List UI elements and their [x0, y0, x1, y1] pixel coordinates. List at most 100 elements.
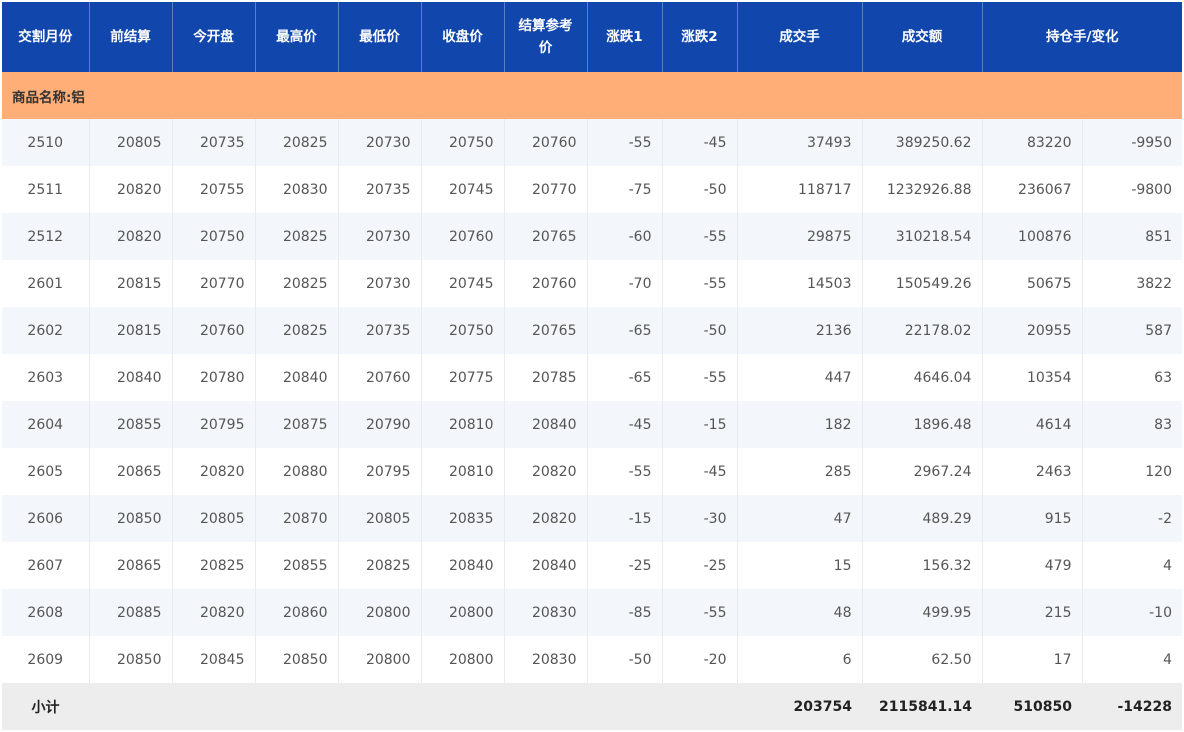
- cell-change1: -55: [587, 119, 663, 166]
- cell-change1: -25: [587, 542, 663, 589]
- cell-change1: -65: [587, 307, 663, 354]
- table-row: 2604 20855 20795 20875 20790 20810 20840 -45 -15…: [2, 401, 1182, 448]
- cell-open: 20780: [172, 354, 256, 401]
- cell-change1: -45: [587, 401, 663, 448]
- table-row: 2601 20815 20770 20825 20730 20745 20760 -70 -55…: [2, 260, 1182, 307]
- cell-oi-change: 63: [1082, 354, 1182, 401]
- cell-prev-settle: 20865: [89, 448, 173, 495]
- cell-high: 20825: [255, 260, 339, 307]
- cell-delivery-month: 2608: [2, 589, 90, 636]
- cell-volume: 118717: [737, 166, 863, 213]
- cell-oi-change: 120: [1082, 448, 1182, 495]
- cell-open: 20770: [172, 260, 256, 307]
- cell-open-interest: 915: [982, 495, 1083, 542]
- cell-close: 20800: [421, 636, 505, 683]
- cell-settle-ref: 20820: [504, 495, 588, 542]
- cell-volume: 37493: [737, 119, 863, 166]
- cell-settle-ref: 20760: [504, 119, 588, 166]
- cell-change2: -55: [662, 213, 738, 260]
- cell-turnover: 2967.24: [862, 448, 983, 495]
- cell-delivery-month: 2609: [2, 636, 90, 683]
- cell-open: 20750: [172, 213, 256, 260]
- cell-low: 20795: [338, 448, 422, 495]
- cell-high: 20855: [255, 542, 339, 589]
- cell-change1: -60: [587, 213, 663, 260]
- cell-change2: -25: [662, 542, 738, 589]
- cell-open-interest: 215: [982, 589, 1083, 636]
- cell-low: 20790: [338, 401, 422, 448]
- cell-low: 20730: [338, 213, 422, 260]
- cell-settle-ref: 20760: [504, 260, 588, 307]
- cell-prev-settle: 20840: [89, 354, 173, 401]
- cell-volume: 2136: [737, 307, 863, 354]
- cell-change1: -75: [587, 166, 663, 213]
- table-row: 2607 20865 20825 20855 20825 20840 20840 -25 -25…: [2, 542, 1182, 589]
- column-header-high: 最高价: [255, 2, 339, 72]
- subtotal-open-interest: 510850: [982, 683, 1082, 730]
- column-header-prev-settle: 前结算: [89, 2, 173, 72]
- cell-turnover: 310218.54: [862, 213, 983, 260]
- cell-prev-settle: 20850: [89, 495, 173, 542]
- cell-change1: -85: [587, 589, 663, 636]
- cell-change1: -15: [587, 495, 663, 542]
- subtotal-turnover: 2115841.14: [862, 683, 982, 730]
- cell-volume: 285: [737, 448, 863, 495]
- cell-high: 20860: [255, 589, 339, 636]
- cell-volume: 29875: [737, 213, 863, 260]
- cell-turnover: 389250.62: [862, 119, 983, 166]
- column-header-low: 最低价: [338, 2, 422, 72]
- cell-low: 20760: [338, 354, 422, 401]
- cell-open: 20825: [172, 542, 256, 589]
- cell-low: 20825: [338, 542, 422, 589]
- cell-change1: -55: [587, 448, 663, 495]
- cell-change2: -55: [662, 589, 738, 636]
- cell-low: 20735: [338, 307, 422, 354]
- cell-turnover: 156.32: [862, 542, 983, 589]
- column-header-change1: 涨跌1: [587, 2, 663, 72]
- cell-change2: -55: [662, 354, 738, 401]
- column-header-open: 今开盘: [172, 2, 256, 72]
- cell-change2: -50: [662, 307, 738, 354]
- cell-turnover: 489.29: [862, 495, 983, 542]
- cell-settle-ref: 20770: [504, 166, 588, 213]
- subtotal-row: 小计 203754 2115841.14 510850 -14228: [2, 683, 1182, 730]
- cell-volume: 14503: [737, 260, 863, 307]
- cell-delivery-month: 2601: [2, 260, 90, 307]
- cell-close: 20810: [421, 448, 505, 495]
- table-row: 2511 20820 20755 20830 20735 20745 20770 -75 -50…: [2, 166, 1182, 213]
- cell-oi-change: -10: [1082, 589, 1182, 636]
- cell-settle-ref: 20785: [504, 354, 588, 401]
- cell-close: 20760: [421, 213, 505, 260]
- cell-turnover: 1896.48: [862, 401, 983, 448]
- column-header-turnover: 成交额: [862, 2, 983, 72]
- cell-change2: -15: [662, 401, 738, 448]
- table-row: 2603 20840 20780 20840 20760 20775 20785 -65 -55…: [2, 354, 1182, 401]
- cell-open: 20820: [172, 589, 256, 636]
- cell-settle-ref: 20820: [504, 448, 588, 495]
- column-header-open-interest: 持仓手/变化: [982, 2, 1182, 72]
- cell-turnover: 62.50: [862, 636, 983, 683]
- cell-volume: 447: [737, 354, 863, 401]
- cell-oi-change: 851: [1082, 213, 1182, 260]
- cell-prev-settle: 20850: [89, 636, 173, 683]
- cell-change1: -65: [587, 354, 663, 401]
- cell-settle-ref: 20830: [504, 589, 588, 636]
- cell-open: 20735: [172, 119, 256, 166]
- cell-high: 20870: [255, 495, 339, 542]
- cell-prev-settle: 20885: [89, 589, 173, 636]
- cell-turnover: 22178.02: [862, 307, 983, 354]
- cell-open-interest: 2463: [982, 448, 1083, 495]
- cell-delivery-month: 2512: [2, 213, 90, 260]
- table-row: 2608 20885 20820 20860 20800 20800 20830 -85 -55…: [2, 589, 1182, 636]
- table-row: 2606 20850 20805 20870 20805 20835 20820 -15 -30…: [2, 495, 1182, 542]
- cell-change2: -30: [662, 495, 738, 542]
- cell-high: 20825: [255, 213, 339, 260]
- cell-change2: -50: [662, 166, 738, 213]
- cell-low: 20735: [338, 166, 422, 213]
- cell-close: 20750: [421, 119, 505, 166]
- cell-oi-change: 4: [1082, 636, 1182, 683]
- cell-open-interest: 83220: [982, 119, 1083, 166]
- cell-open-interest: 20955: [982, 307, 1083, 354]
- cell-open-interest: 50675: [982, 260, 1083, 307]
